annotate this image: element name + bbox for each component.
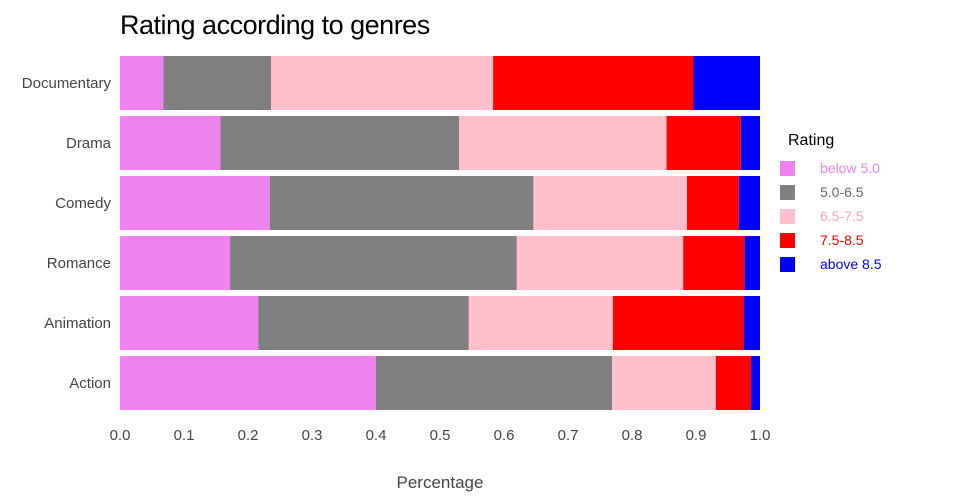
bar-documentary-series-0 xyxy=(120,56,164,110)
legend-swatch xyxy=(780,208,795,224)
bar-drama-series-3 xyxy=(666,116,741,170)
x-tick-label: 0.0 xyxy=(110,427,131,444)
bars-group xyxy=(120,56,760,410)
legend-items: below 5.0 5.0-6.5 6.5-7.5 7.5-8.5 above 8.5 xyxy=(780,156,882,276)
bar-drama-series-2 xyxy=(459,116,667,170)
bar-action-series-4 xyxy=(751,356,760,410)
bar-comedy-series-4 xyxy=(738,176,760,230)
legend-label: above 8.5 xyxy=(820,256,882,272)
bar-drama-series-1 xyxy=(220,116,460,170)
bar-romance-series-3 xyxy=(683,236,745,290)
legend-item: above 8.5 xyxy=(780,252,882,276)
x-tick-label: 1.0 xyxy=(750,427,771,444)
x-tick-label: 0.3 xyxy=(302,427,323,444)
legend-swatch xyxy=(780,232,795,248)
legend-label: 5.0-6.5 xyxy=(820,184,864,200)
bar-comedy-series-2 xyxy=(533,176,688,230)
bar-documentary-series-3 xyxy=(493,56,694,110)
bar-documentary-series-2 xyxy=(271,56,494,110)
y-tick-label: Drama xyxy=(66,135,112,152)
y-tick-label: Animation xyxy=(44,315,111,332)
legend-label: 6.5-7.5 xyxy=(820,208,864,224)
x-tick-label: 0.8 xyxy=(622,427,643,444)
y-tick-label: Romance xyxy=(47,255,111,272)
legend: Rating below 5.0 5.0-6.5 6.5-7.5 7.5-8.5 abo… xyxy=(780,132,882,276)
legend-item: below 5.0 xyxy=(780,156,882,180)
bar-action-series-0 xyxy=(120,356,376,410)
x-tick-labels: 0.0 0.1 0.2 0.3 0.4 0.5 0.6 0.7 0.8 0.9 1.0 xyxy=(110,427,771,444)
bar-action-series-2 xyxy=(612,356,716,410)
bar-action-series-3 xyxy=(715,356,752,410)
x-tick-label: 0.1 xyxy=(174,427,195,444)
bar-animation-series-4 xyxy=(744,296,760,350)
y-tick-label: Documentary xyxy=(22,75,112,92)
legend-swatch xyxy=(780,184,795,200)
chart-title: Rating according to genres xyxy=(120,10,430,40)
bar-comedy-series-1 xyxy=(269,176,534,230)
legend-title: Rating xyxy=(788,132,835,149)
x-tick-label: 0.5 xyxy=(430,427,451,444)
legend-item: 5.0-6.5 xyxy=(780,180,882,204)
legend-swatch xyxy=(780,160,795,176)
x-axis-label: Percentage xyxy=(397,473,484,492)
bar-documentary-series-1 xyxy=(163,56,272,110)
x-tick-label: 0.2 xyxy=(238,427,259,444)
bar-comedy-series-0 xyxy=(120,176,270,230)
y-tick-labels: Documentary Drama Comedy Romance Animation Ac… xyxy=(22,75,112,392)
legend-item: 7.5-8.5 xyxy=(780,228,882,252)
bar-documentary-series-4 xyxy=(693,56,760,110)
bar-romance-series-4 xyxy=(744,236,760,290)
bar-drama-series-0 xyxy=(120,116,221,170)
legend-swatch xyxy=(780,256,795,272)
x-tick-label: 0.4 xyxy=(366,427,387,444)
x-tick-label: 0.6 xyxy=(494,427,515,444)
bar-animation-series-1 xyxy=(258,296,469,350)
legend-item: 6.5-7.5 xyxy=(780,204,882,228)
x-tick-label: 0.7 xyxy=(558,427,579,444)
bar-action-series-1 xyxy=(376,356,613,410)
bar-romance-series-2 xyxy=(516,236,684,290)
legend-label: below 5.0 xyxy=(820,160,880,176)
legend-label: 7.5-8.5 xyxy=(820,232,864,248)
bar-romance-series-1 xyxy=(230,236,517,290)
bar-animation-series-3 xyxy=(612,296,744,350)
y-tick-label: Comedy xyxy=(55,195,111,212)
y-tick-label: Action xyxy=(69,375,111,392)
x-tick-label: 0.9 xyxy=(686,427,707,444)
bar-comedy-series-3 xyxy=(687,176,739,230)
bar-drama-series-4 xyxy=(740,116,760,170)
bar-animation-series-0 xyxy=(120,296,259,350)
bar-romance-series-0 xyxy=(120,236,231,290)
bar-animation-series-2 xyxy=(468,296,613,350)
